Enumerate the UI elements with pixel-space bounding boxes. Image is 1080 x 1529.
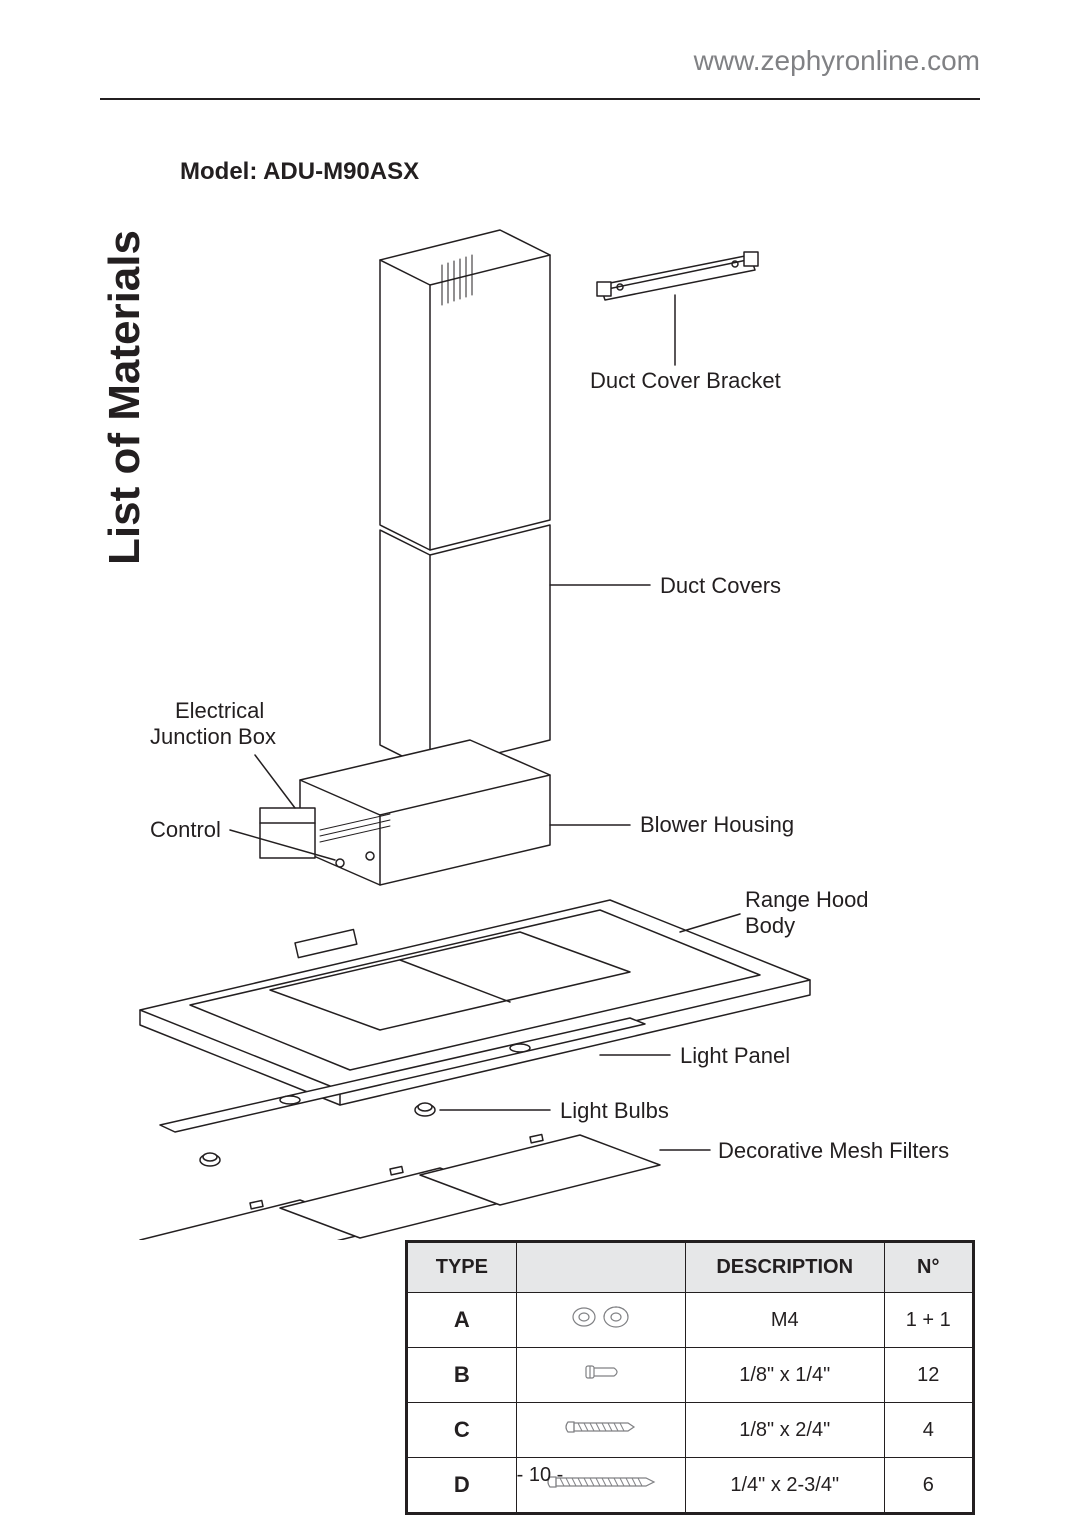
cell-desc: M4 (685, 1293, 884, 1348)
th-type: TYPE (408, 1243, 517, 1293)
callout-electrical-l2: Junction Box (150, 724, 276, 750)
callout-range-hood-l2: Body (745, 913, 795, 939)
th-icon (516, 1243, 685, 1293)
cell-n: 4 (884, 1403, 973, 1458)
page-number: - 10 - (0, 1464, 1080, 1487)
lower-duct-cover-icon (380, 525, 650, 770)
table-row: A M4 1 + 1 (408, 1293, 973, 1348)
callout-range-hood-l1: Range Hood (745, 887, 869, 913)
blower-housing-icon (260, 740, 630, 885)
callout-duct-covers: Duct Covers (660, 573, 781, 599)
cell-desc: 1/8" x 1/4" (685, 1348, 884, 1403)
upper-duct-cover-icon (380, 230, 550, 550)
callout-blower-housing: Blower Housing (640, 812, 794, 838)
cell-type: A (408, 1293, 517, 1348)
cell-icon-screw-short (516, 1403, 685, 1458)
callout-light-panel: Light Panel (680, 1043, 790, 1069)
range-hood-body-icon (140, 900, 810, 1105)
table-header-row: TYPE DESCRIPTION N° (408, 1243, 973, 1293)
callout-duct-cover-bracket: Duct Cover Bracket (590, 368, 781, 394)
header-rule (100, 98, 980, 100)
cell-type: C (408, 1403, 517, 1458)
cell-type: B (408, 1348, 517, 1403)
duct-cover-bracket-icon (597, 252, 758, 365)
cell-icon-washer (516, 1293, 685, 1348)
model-label: Model: ADU-M90ASX (180, 158, 419, 186)
table-row: B 1/8" x 1/4" 12 (408, 1348, 973, 1403)
callout-mesh-filters: Decorative Mesh Filters (718, 1138, 949, 1164)
header-url: www.zephyronline.com (694, 45, 980, 77)
cell-n: 12 (884, 1348, 973, 1403)
exploded-diagram: Duct Cover Bracket Duct Covers Electrica… (120, 200, 1000, 1240)
table-row: C (408, 1403, 973, 1458)
mesh-filters-icon (140, 1135, 710, 1240)
callout-light-bulbs: Light Bulbs (560, 1098, 669, 1124)
cell-n: 1 + 1 (884, 1293, 973, 1348)
callout-electrical-l1: Electrical (175, 698, 264, 724)
th-n: N° (884, 1243, 973, 1293)
callout-control: Control (150, 817, 221, 843)
cell-desc: 1/8" x 2/4" (685, 1403, 884, 1458)
th-description: DESCRIPTION (685, 1243, 884, 1293)
cell-icon-anchor (516, 1348, 685, 1403)
